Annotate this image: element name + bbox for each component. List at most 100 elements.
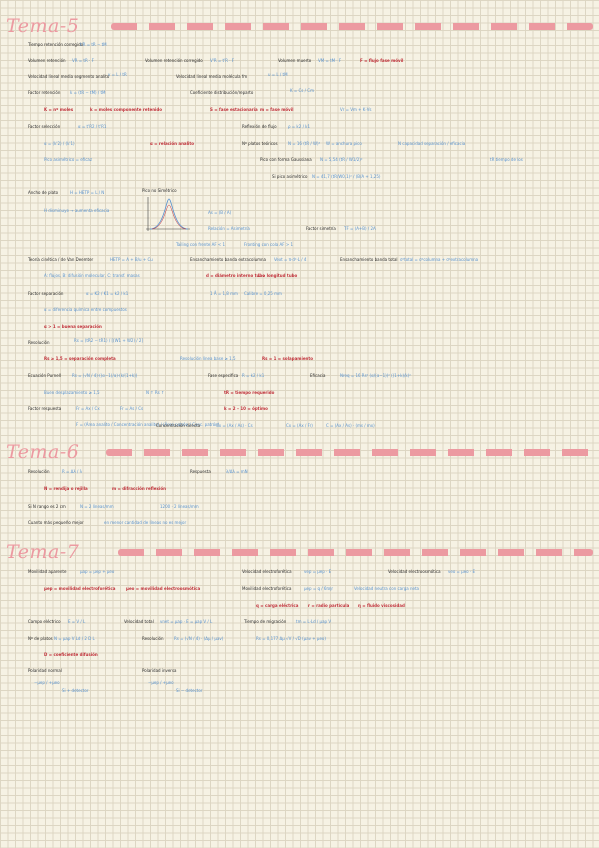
note: q = carga eléctrica	[256, 603, 299, 608]
formula: Rs = (√N / 4) · (Δμ / μav)	[174, 636, 224, 641]
note: Tiempo retención corregido	[28, 42, 84, 47]
note: F = flujo fase móvil	[360, 58, 404, 63]
note: Movilidad electroforética	[242, 586, 292, 591]
note: Coeficiente distribución/reparto	[190, 90, 254, 95]
note: Rs ≥ 1,5 = separación completa	[44, 356, 116, 361]
note: Volumen muerto	[278, 58, 312, 63]
note: η = fluido viscosidad	[358, 603, 405, 608]
formula: Fr = As / Cs	[120, 406, 144, 411]
note: L = longitud tubo	[258, 273, 298, 278]
formula: E = V / L	[68, 619, 86, 624]
formula: v = L / tR	[108, 72, 127, 77]
note: Buen desplazamiento ≥ 1,5	[44, 390, 100, 395]
formula: HETP = A + B/u + Cu	[110, 257, 153, 262]
note: Volumen retención corregido	[145, 58, 203, 63]
formula: ρ = k2 / k1	[288, 124, 311, 129]
formula: Rs = (tR2 − tR1) / [(W1 + W2) / 2]	[74, 338, 144, 343]
note: Resolución	[142, 636, 164, 641]
note: k = moles componente retenido	[90, 107, 163, 112]
note: Velocidad lineal media molécula fm	[176, 74, 248, 79]
note: Velocidad electroforética	[242, 569, 292, 574]
note: Si pico asimétrico	[272, 174, 308, 179]
formula: Vr = Vm + K·Vs	[340, 107, 372, 112]
note: Factor respuesta	[28, 406, 62, 411]
heading-title: Tema-5	[6, 15, 80, 37]
formula: V'R = t'R · F	[210, 58, 235, 63]
note: m = fase móvil	[260, 107, 294, 112]
heading-title: Tema-7	[6, 541, 80, 563]
formula: μap = μep + μeo	[80, 569, 115, 574]
formula: Rs = 0,177 Δμ √V / √D (μav + μeo)	[256, 636, 326, 641]
note: α > 1 = buena separación	[44, 324, 102, 329]
formula: α = (k'2) / (k'1)	[44, 141, 75, 146]
heading-divider	[111, 22, 593, 30]
formula: Cx = (Ax / Fr)	[286, 423, 313, 428]
note: Factor simetría	[306, 226, 336, 231]
formula: α = t'R2 / t'R1	[78, 124, 107, 129]
heading-divider	[106, 448, 593, 456]
note: Fase específica	[208, 373, 239, 378]
formula: u = L / tM	[268, 72, 288, 77]
note: Teoría cinética / de Van Deemter	[28, 257, 94, 262]
formula: −μep / +μeo	[148, 680, 174, 685]
note: S = fase estacionaria	[210, 107, 258, 112]
note: Velocidad lineal media segmento analito	[28, 74, 110, 79]
note: Relación = Asimetría	[208, 226, 250, 231]
note: m = difracción reflexión	[112, 486, 166, 491]
formula: tm = L·Ld / μap V	[296, 619, 332, 624]
note: Factor selección	[28, 124, 61, 129]
note: K = nº moles	[44, 107, 74, 112]
formula: 1200 · 2 líneas/mm	[160, 504, 199, 509]
formula: R = k2 / k1	[242, 373, 265, 378]
note: D = coeficiente difusión	[44, 652, 98, 657]
formula: C = (Ax / As) · (ms / mx)	[326, 423, 375, 428]
note: Tailing con frente AF < 1	[176, 242, 226, 247]
formula: vep = μep · E	[304, 569, 332, 574]
note: N = rendija o rejilla	[44, 486, 88, 491]
note: k = 2 – 10 = óptimo	[224, 406, 268, 411]
formula: k = (tR − tM) / tM	[70, 90, 106, 95]
note: Cuanto más pequeño mejor	[28, 520, 84, 525]
formula: Fr = Ax / Cx	[76, 406, 100, 411]
note: Pico no Simétrico	[142, 188, 177, 193]
heading-title: Tema-6	[6, 441, 80, 463]
note: N capacidad separación / eficacia	[398, 141, 466, 146]
formula: F = (Área analito / Concentración analit…	[76, 422, 220, 427]
note: H disminuye → aumenta eficacia	[44, 208, 110, 213]
note: Eficacia	[310, 373, 326, 378]
formula: λ/Δλ = mN	[226, 469, 248, 474]
note: Pico con forma Gaussiana	[260, 157, 312, 162]
formula: σ²total = σ²columna + σ²extracolumna	[400, 257, 479, 262]
note: 1 Å = 1,8 mm	[210, 291, 238, 296]
note: Nº platos teóricos	[242, 141, 278, 146]
note: μep = movilidad electroforética	[44, 586, 116, 591]
note: Velocidad total	[124, 619, 154, 624]
formula: vnet = μap · E = μap V / L	[160, 619, 213, 624]
note: Nº de platos	[28, 636, 53, 641]
note: Rs = 1 = solapamiento	[262, 356, 314, 361]
note: Volumen retención	[28, 58, 66, 63]
formula: Nreq = 16 Rs² (α/(α−1))² ((1+k)/k)²	[340, 373, 411, 378]
formula: μep = q / 6πηr	[304, 586, 334, 591]
note: Factor retención	[28, 90, 61, 95]
formula: H = HETP = L / N	[70, 190, 105, 195]
formula: Vext = π·d²·L / 4	[274, 257, 307, 262]
formula: N = 2 líneas/mm	[80, 504, 114, 509]
formula: VR = tR · F	[72, 58, 94, 63]
note: N ↑ Rs ↑	[146, 390, 165, 395]
note: W = anchura pico	[326, 141, 362, 146]
note: Calibre = 0,25 mm	[244, 291, 282, 296]
note: Ecuación Purnell	[28, 373, 61, 378]
note: Resolución línea base ≥ 1,5	[180, 356, 236, 361]
note: Polaridad inversa	[142, 668, 177, 673]
note: Campo eléctrico	[28, 619, 61, 624]
heading-tema-7: Tema-7	[6, 541, 593, 563]
note: α = relación analito	[150, 141, 195, 146]
formula: R = Δλ / λ	[62, 469, 83, 474]
note: Tiempo de migración	[244, 619, 287, 624]
note: Ancho de plato	[28, 190, 59, 195]
note: en menor cantidad de líneas no es mejor	[104, 520, 187, 525]
formula: α = K2 / K1 = k2 / k1	[86, 291, 129, 296]
formula: N = μap V Ld / 2 D L	[54, 636, 95, 641]
note: Movilidad aparente	[28, 569, 67, 574]
